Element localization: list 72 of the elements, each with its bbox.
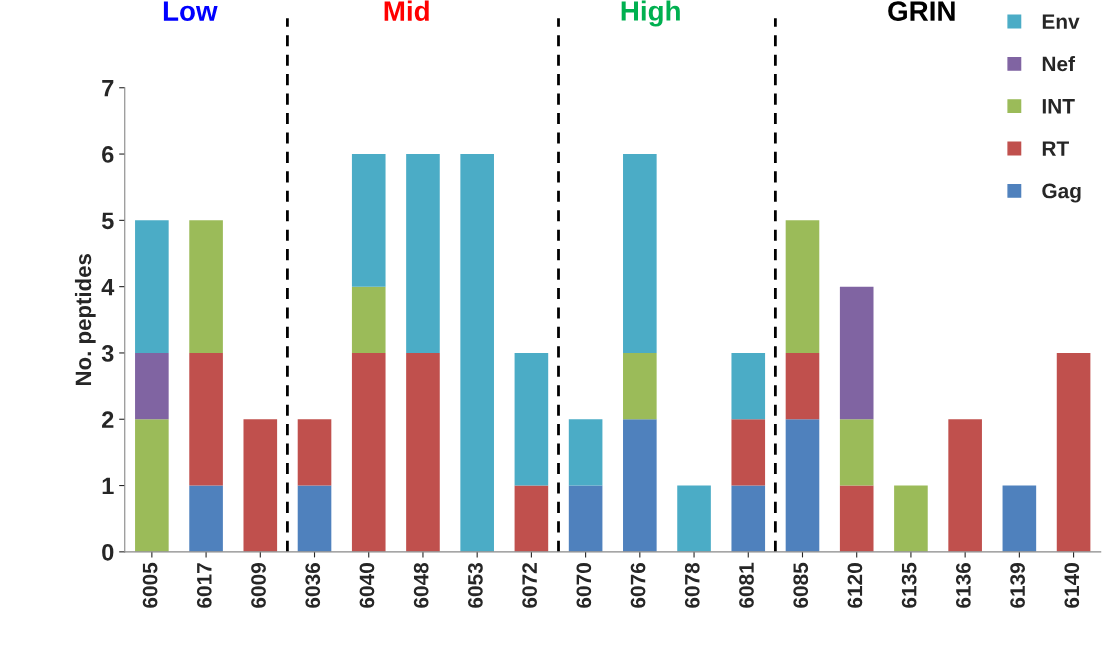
x-tick-label: 6120 [847,563,863,608]
y-tick-label: 7 [102,80,114,97]
x-tick-label: 6070 [576,563,592,608]
legend-label: Gag [1042,183,1081,203]
bar [731,352,766,420]
bar [297,485,332,552]
bar [623,154,657,353]
bar [623,419,657,552]
x-tick-label: 6140 [1064,563,1080,608]
y-tick-label: 2 [102,411,114,428]
bar [785,220,820,353]
x-tick-label: 6085 [793,562,809,608]
bar [189,485,223,552]
x-tick-label: 6135 [901,562,917,608]
bar [514,485,549,552]
bar [948,419,982,552]
bar [135,220,169,353]
bar [460,154,494,552]
x-tick-label: 6136 [955,563,971,608]
x-tick-label: 6078 [684,562,700,608]
x-tick-label: 6072 [522,563,537,608]
bar [243,419,278,552]
bar [406,154,440,353]
legend-label: Nef [1042,56,1076,72]
bar [1056,352,1091,552]
bar [731,419,766,486]
y-tick-label: 1 [102,477,114,495]
x-tick-label: 6053 [468,563,483,608]
y-tick-label: 6 [102,146,114,163]
bar [514,352,549,486]
bar [297,419,332,486]
x-tick-label: 6005 [142,562,158,608]
bar [568,485,603,552]
bar [839,485,874,552]
text: Low [163,1,218,21]
y-tick-label: 5 [101,212,114,230]
bar [677,485,711,552]
legend-label: RT [1042,141,1069,156]
x-tick-label: 6076 [630,563,646,608]
y-tick-label: 4 [101,278,115,296]
x-tick-label: 6081 [739,562,754,608]
bar [406,352,440,552]
bar [785,352,820,420]
x-tick-label: 6009 [251,563,266,608]
bar [1002,485,1037,552]
x-tick-label: 6036 [305,563,321,608]
y-tick-label: 0 [102,543,114,561]
x-tick-label: 6048 [413,562,429,608]
text: High [621,0,680,27]
bar [839,419,874,486]
text: GRIN [888,1,955,21]
bar [135,352,169,420]
legend-label: Env [1042,14,1080,29]
bar [351,286,386,353]
y-tick-label: 3 [101,345,114,362]
bar [623,352,657,420]
x-tick-label: 6017 [196,563,212,608]
y-axis-title: No. peptides [74,254,96,385]
legend-label: INT [1042,99,1075,114]
bar [189,352,223,486]
bar [894,485,928,552]
bar [189,220,223,353]
bar [135,419,169,552]
bar [351,352,386,552]
bar [731,485,766,552]
bar [568,419,603,486]
text: Mid [384,0,429,21]
x-tick-label: 6040 [359,563,375,608]
bar [351,154,386,287]
bar [785,419,820,552]
bar [839,286,874,420]
x-tick-label: 6139 [1010,563,1025,608]
